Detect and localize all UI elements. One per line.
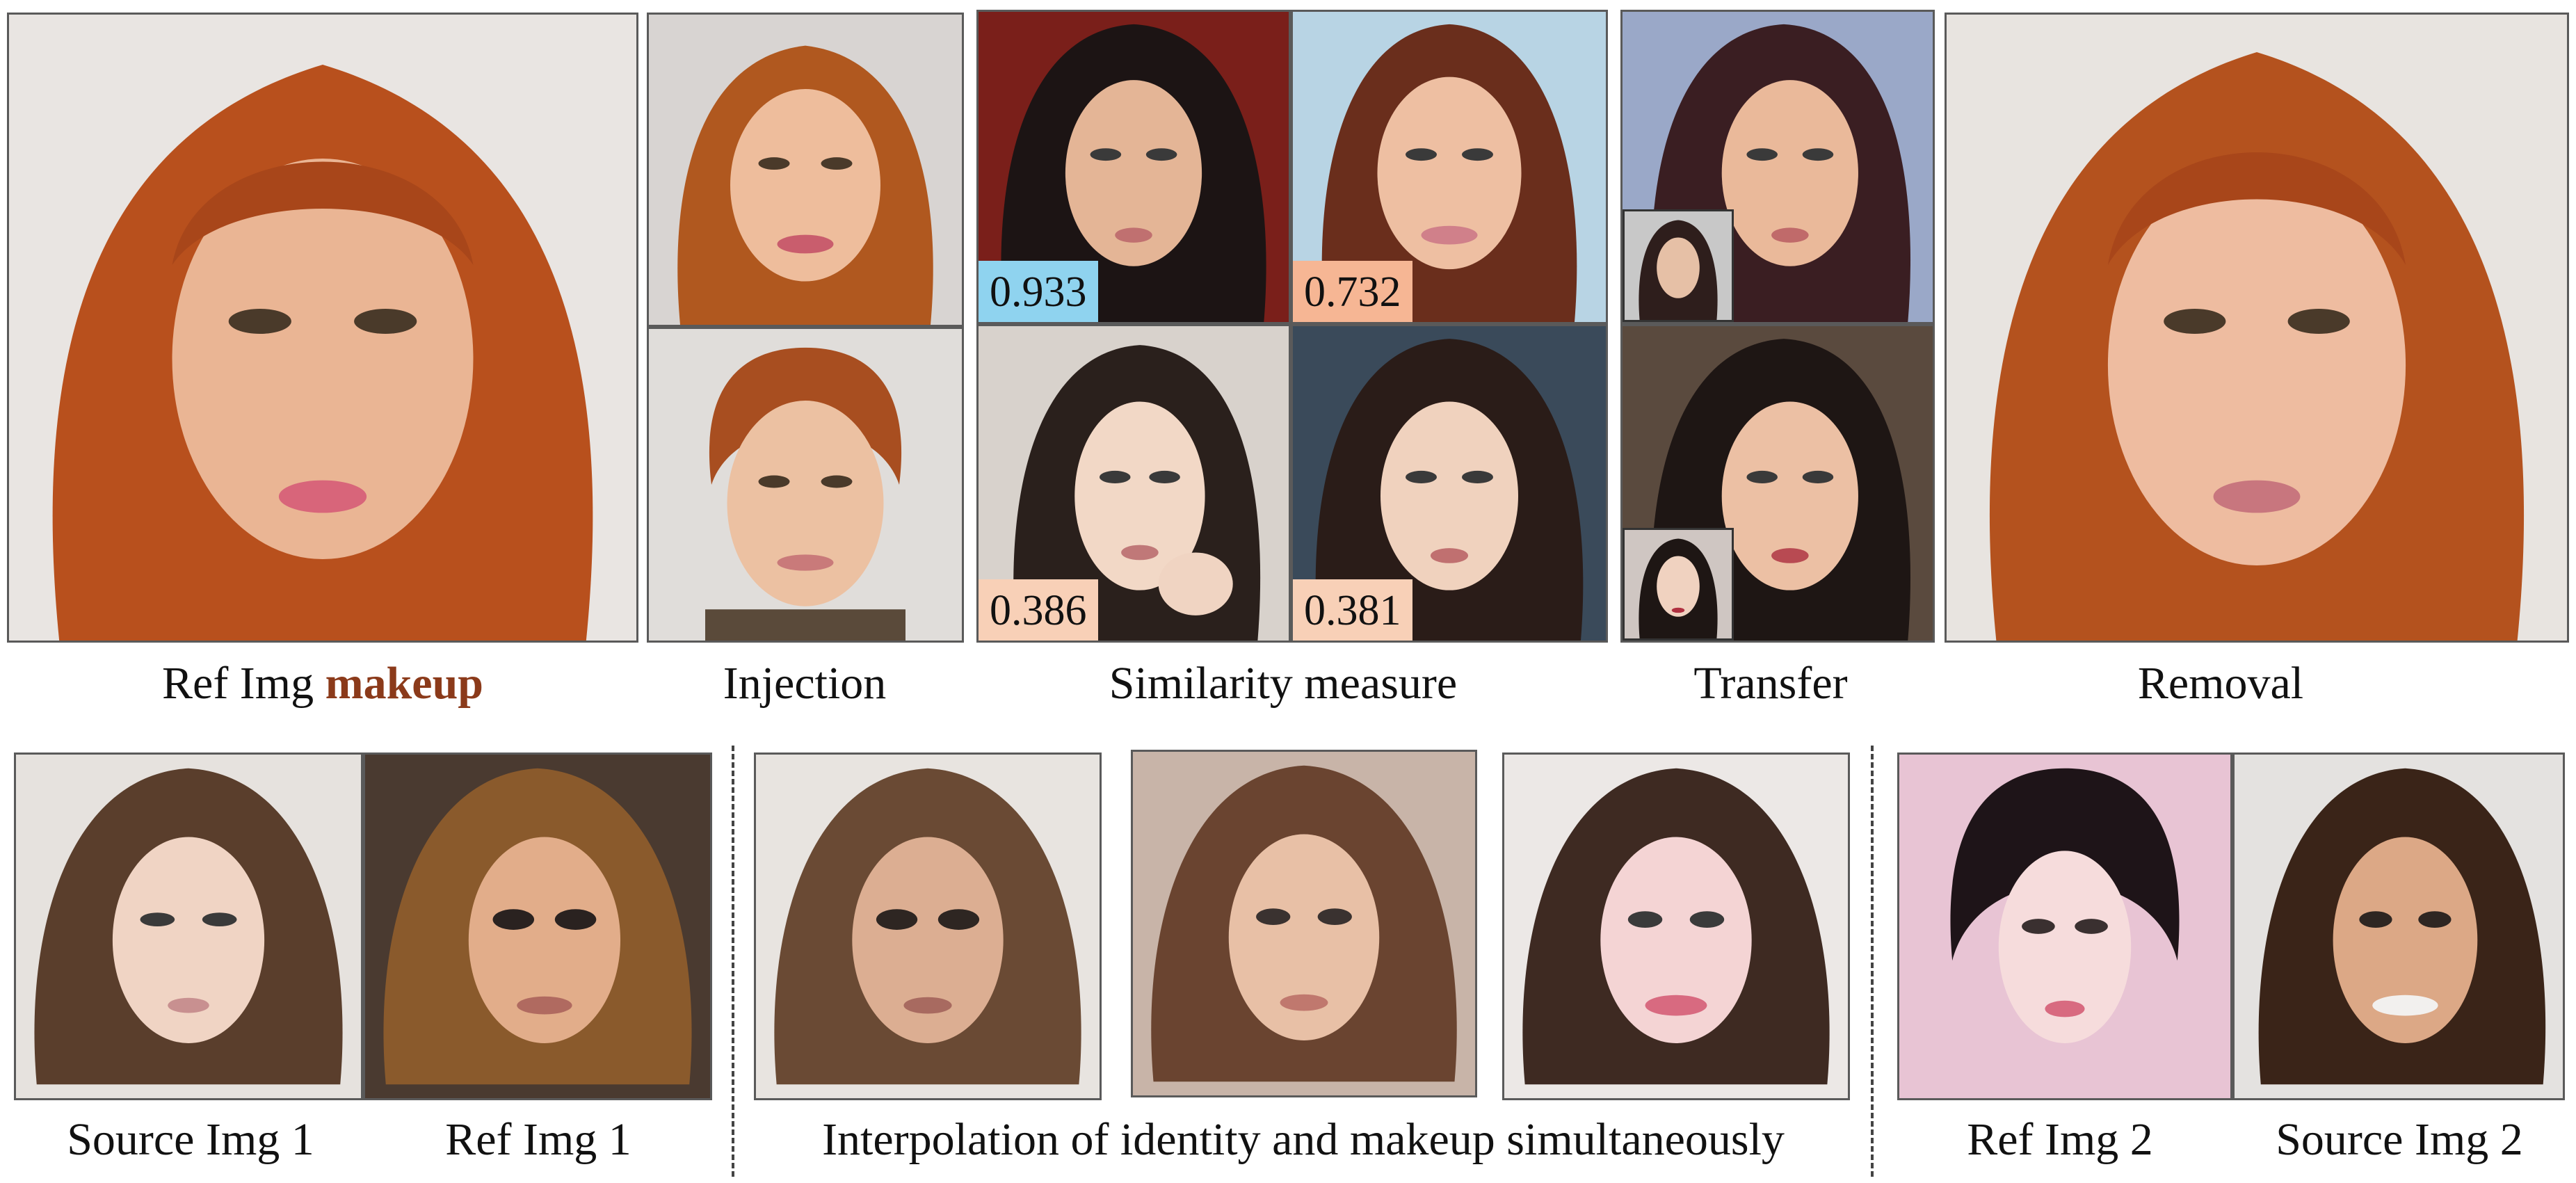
caption-source-img-2: Source Img 2: [2276, 1114, 2523, 1165]
portrait-asian-woman-wavy-hair: [1293, 326, 1606, 641]
dashed-separator-left: [732, 746, 734, 1177]
injection-photo-top: [647, 13, 964, 327]
portrait-wavy-brown-hair-woman: [16, 755, 361, 1098]
interpolation-photo-3: [1502, 753, 1850, 1100]
similarity-photo-2: 0.732: [1291, 10, 1608, 324]
source-img-1-photo: [14, 753, 363, 1100]
portrait-red-hair-woman: [9, 15, 636, 641]
transfer-inset-photo-top: [1623, 209, 1734, 322]
portrait-short-hair-man: [649, 329, 962, 641]
similarity-score-badge: 0.732: [1293, 261, 1412, 322]
portrait-red-hair-woman-no-makeup: [1947, 15, 2567, 641]
interpolation-photo-1: [754, 753, 1102, 1100]
portrait-interpolation-step-2: [1133, 752, 1475, 1095]
similarity-photo-1: 0.933: [976, 10, 1291, 324]
source-img-2-photo: [2232, 753, 2565, 1100]
portrait-interpolation-step-3: [1504, 755, 1848, 1098]
caption-removal: Removal: [2137, 658, 2304, 709]
caption-ref-img-2: Ref Img 2: [1967, 1114, 2153, 1165]
portrait-small-reference: [1625, 530, 1732, 638]
caption-similarity-measure: Similarity measure: [1109, 658, 1458, 709]
ref-img-1-photo: [363, 753, 712, 1100]
ref-img-makeup-photo: [7, 13, 638, 643]
caption-interpolation: Interpolation of identity and makeup sim…: [822, 1114, 1785, 1165]
similarity-score-badge: 0.933: [979, 261, 1098, 322]
transfer-photo-bottom: [1620, 324, 1935, 643]
similarity-score-badge: 0.386: [979, 579, 1098, 641]
similarity-photo-3: 0.386: [976, 324, 1291, 643]
caption-transfer: Transfer: [1693, 658, 1848, 709]
portrait-asian-woman-hand: [979, 326, 1289, 641]
transfer-inset-photo-bottom: [1623, 528, 1734, 641]
transfer-photo-top: [1620, 10, 1935, 324]
similarity-photo-4: 0.381: [1291, 324, 1608, 643]
portrait-smoky-eye-woman: [365, 755, 710, 1098]
caption-ref-img-1: Ref Img 1: [445, 1114, 631, 1165]
portrait-smiling-woman: [649, 15, 962, 325]
caption-ref-img-text: Ref Img: [162, 658, 314, 709]
portrait-smiling-brunette-woman: [2235, 755, 2563, 1098]
interpolation-photo-2: [1131, 750, 1477, 1097]
caption-makeup-highlight: makeup: [325, 658, 483, 709]
caption-injection: Injection: [723, 658, 887, 709]
caption-ref-img-makeup: Ref Img makeup: [162, 661, 483, 707]
similarity-score-badge: 0.381: [1293, 579, 1412, 641]
removal-photo: [1945, 13, 2569, 643]
portrait-small-reference: [1625, 211, 1732, 320]
ref-img-2-photo: [1897, 753, 2232, 1100]
portrait-interpolation-step-1: [756, 755, 1100, 1098]
portrait-pink-makeup-woman: [1899, 755, 2230, 1098]
dashed-separator-right: [1871, 746, 1874, 1177]
injection-photo-bottom: [647, 327, 964, 643]
caption-source-img-1: Source Img 1: [67, 1114, 314, 1165]
